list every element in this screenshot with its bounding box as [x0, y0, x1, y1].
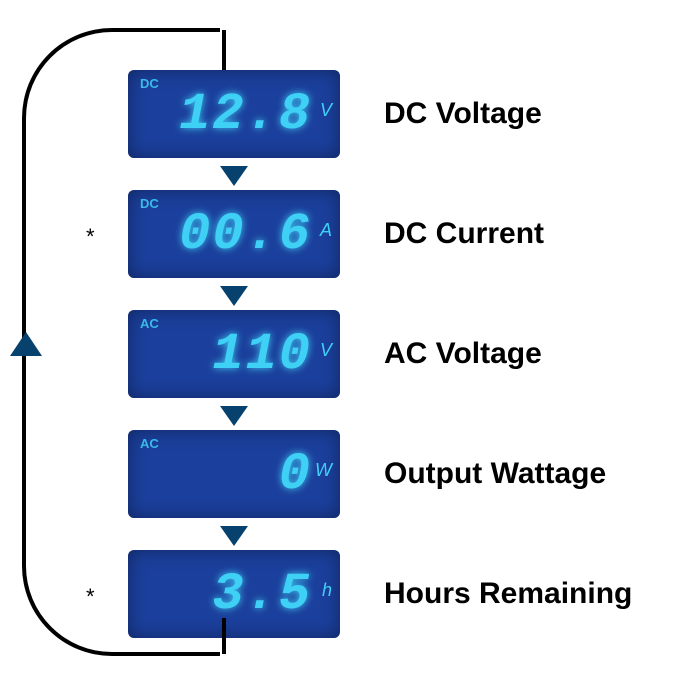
lcd-screen: AC 0 W	[128, 430, 340, 518]
row-label: AC Voltage	[384, 337, 542, 371]
asterisk-icon: *	[86, 224, 95, 250]
down-arrow-icon	[220, 406, 248, 426]
row-label: DC Voltage	[384, 97, 542, 131]
lcd-value: 12.8	[179, 85, 312, 144]
lcd-value: 110	[212, 325, 312, 384]
lcd-tag: DC	[140, 76, 159, 91]
up-arrow-icon	[10, 332, 42, 356]
lcd-tag: AC	[140, 316, 159, 331]
lcd-value: 0	[279, 445, 312, 504]
connector-line	[222, 618, 226, 654]
lcd-unit: W	[315, 460, 332, 481]
lcd-unit: V	[320, 100, 332, 121]
lcd-value: 00.6	[179, 205, 312, 264]
lcd-unit: V	[320, 340, 332, 361]
display-row: * 3.5 h Hours Remaining	[128, 550, 632, 638]
lcd-unit: h	[322, 580, 332, 601]
lcd-screen: 3.5 h	[128, 550, 340, 638]
lcd-screen: DC 00.6 A	[128, 190, 340, 278]
display-row: * DC 00.6 A DC Current	[128, 190, 632, 278]
lcd-tag: DC	[140, 196, 159, 211]
lcd-tag: AC	[140, 436, 159, 451]
down-arrow-icon	[220, 526, 248, 546]
lcd-screen: AC 110 V	[128, 310, 340, 398]
asterisk-icon: *	[86, 584, 95, 610]
display-row: AC 110 V AC Voltage	[128, 310, 632, 398]
down-arrow-icon	[220, 166, 248, 186]
lcd-screen: DC 12.8 V	[128, 70, 340, 158]
display-sequence: DC 12.8 V DC Voltage * DC 00.6 A DC Curr…	[128, 70, 632, 646]
row-label: Hours Remaining	[384, 577, 632, 611]
row-label: Output Wattage	[384, 457, 606, 491]
lcd-value: 3.5	[212, 565, 312, 624]
row-label: DC Current	[384, 217, 544, 251]
display-row: DC 12.8 V DC Voltage	[128, 70, 632, 158]
connector-line	[222, 30, 226, 70]
down-arrow-icon	[220, 286, 248, 306]
display-row: AC 0 W Output Wattage	[128, 430, 632, 518]
lcd-unit: A	[320, 220, 332, 241]
